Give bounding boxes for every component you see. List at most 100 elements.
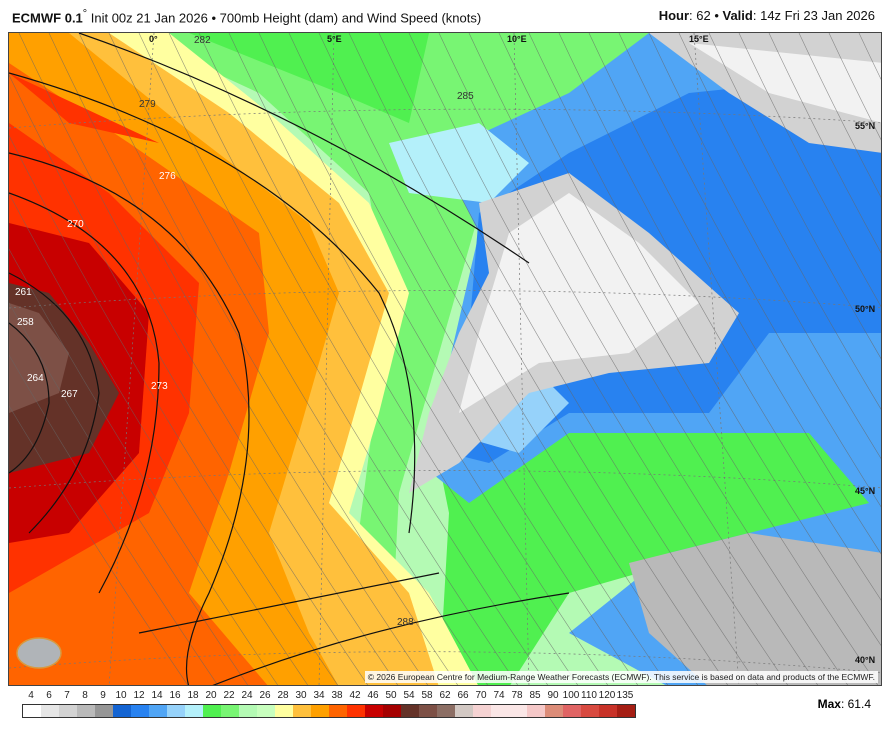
lon-label: 15°E bbox=[689, 34, 709, 44]
streamline bbox=[798, 33, 881, 198]
lat-label: 40°N bbox=[855, 655, 875, 665]
streamline bbox=[318, 33, 699, 685]
colorbar-swatch bbox=[311, 705, 329, 717]
lon-label: 0° bbox=[149, 34, 158, 44]
streamline bbox=[48, 33, 429, 685]
streamline bbox=[18, 33, 399, 685]
contour-label: 267 bbox=[61, 389, 78, 400]
lat-label: 45°N bbox=[855, 486, 875, 496]
colorbar-label: 18 bbox=[187, 690, 199, 701]
max-number: : 61.4 bbox=[840, 697, 871, 711]
lon-label: 5°E bbox=[327, 34, 342, 44]
colorbar-swatch bbox=[185, 705, 203, 717]
colorbar-swatch bbox=[401, 705, 419, 717]
hour-value: : 62 • bbox=[689, 8, 723, 23]
max-value: Max: 61.4 bbox=[818, 697, 871, 711]
colorbar-swatch bbox=[383, 705, 401, 717]
contour-label: 264 bbox=[27, 373, 44, 384]
colorbar-swatch bbox=[509, 705, 527, 717]
colorbar-label: 46 bbox=[367, 690, 379, 701]
colorbar-label: 26 bbox=[259, 690, 271, 701]
colorbar-swatch bbox=[527, 705, 545, 717]
colorbar-label: 70 bbox=[475, 690, 487, 701]
colorbar-label: 8 bbox=[82, 690, 88, 701]
streamline bbox=[9, 134, 339, 685]
colorbar-swatch bbox=[59, 705, 77, 717]
contour-label: 276 bbox=[159, 171, 176, 182]
colorbar-label: 30 bbox=[295, 690, 307, 701]
wind-band-green-strong bbox=[189, 33, 429, 123]
coordinate-labels: 0° 5°E 10°E 15°E 55°N 50°N 45°N 40°N bbox=[149, 34, 875, 665]
streamline bbox=[648, 33, 881, 459]
contour-label: 273 bbox=[151, 381, 168, 392]
valid-value: : 14z Fri 23 Jan 2026 bbox=[752, 8, 875, 23]
colorbar-label: 42 bbox=[349, 690, 361, 701]
streamline bbox=[9, 405, 189, 685]
streamline bbox=[558, 33, 881, 601]
streamline bbox=[768, 33, 881, 254]
colorbar-swatch bbox=[293, 705, 311, 717]
colorbar-label: 120 bbox=[598, 690, 616, 701]
streamline bbox=[828, 33, 881, 141]
streamline bbox=[588, 33, 881, 555]
contour-labels: 282 279 276 270 261 258 264 267 273 285 … bbox=[15, 35, 474, 628]
colorbar-label: 7 bbox=[64, 690, 70, 701]
colorbar-label: 74 bbox=[493, 690, 505, 701]
colorbar-label: 54 bbox=[403, 690, 415, 701]
colorbar-label: 78 bbox=[511, 690, 523, 701]
colorbar-swatch bbox=[257, 705, 275, 717]
streamline bbox=[258, 33, 639, 685]
degree-symbol: ° bbox=[82, 8, 88, 20]
streamline bbox=[738, 33, 881, 308]
colorbar-swatch bbox=[581, 705, 599, 717]
map-canvas: 282 279 276 270 261 258 264 267 273 285 … bbox=[9, 33, 881, 685]
contour-label: 288 bbox=[397, 617, 414, 628]
colorbar-swatch bbox=[473, 705, 491, 717]
valid-time: Hour: 62 • Valid: 14z Fri 23 Jan 2026 bbox=[659, 8, 875, 23]
colorbar-label: 24 bbox=[241, 690, 253, 701]
colorbar-label: 12 bbox=[133, 690, 145, 701]
colorbar-swatch bbox=[347, 705, 365, 717]
colorbar-swatch bbox=[131, 705, 149, 717]
colorbar-swatch bbox=[491, 705, 509, 717]
colorbar-swatch bbox=[329, 705, 347, 717]
colorbar-label: 62 bbox=[439, 690, 451, 701]
colorbar-swatch bbox=[617, 705, 635, 717]
colorbar-swatch bbox=[77, 705, 95, 717]
colorbar-label: 9 bbox=[100, 690, 106, 701]
colorbar-swatch bbox=[149, 705, 167, 717]
streamline bbox=[678, 33, 881, 410]
streamline bbox=[378, 33, 759, 685]
colorbar-swatch bbox=[239, 705, 257, 717]
contour-label: 279 bbox=[139, 99, 156, 110]
streamline bbox=[618, 33, 881, 508]
colorbar-label: 90 bbox=[547, 690, 559, 701]
model-name: ECMWF 0.1 bbox=[12, 10, 83, 26]
streamline bbox=[198, 33, 579, 685]
colorbar-label: 22 bbox=[223, 690, 235, 701]
calm-zone-northeast-white bbox=[689, 43, 881, 123]
colorbar-swatch bbox=[113, 705, 131, 717]
colorbar-swatch bbox=[455, 705, 473, 717]
weather-map[interactable]: 282 279 276 270 261 258 264 267 273 285 … bbox=[8, 32, 882, 686]
colorbar-swatch bbox=[599, 705, 617, 717]
contour-label: 285 bbox=[457, 91, 474, 102]
lon-label: 10°E bbox=[507, 34, 527, 44]
colorbar-label: 66 bbox=[457, 690, 469, 701]
colorbar-swatch bbox=[203, 705, 221, 717]
colorbar-label: 6 bbox=[46, 690, 52, 701]
colorbar-label: 100 bbox=[562, 690, 580, 701]
streamline bbox=[9, 248, 279, 685]
lat-label: 55°N bbox=[855, 121, 875, 131]
lat-label: 50°N bbox=[855, 304, 875, 314]
streamline bbox=[438, 33, 819, 685]
colorbar-swatch bbox=[167, 705, 185, 717]
colorbar-swatch bbox=[365, 705, 383, 717]
streamline bbox=[288, 33, 669, 685]
wind-band-green-south bbox=[429, 393, 881, 685]
streamline bbox=[348, 33, 729, 685]
streamline bbox=[498, 33, 879, 685]
streamline bbox=[9, 192, 309, 685]
streamline bbox=[138, 33, 519, 685]
copyright-notice: © 2026 European Centre for Medium-Range … bbox=[364, 671, 878, 683]
